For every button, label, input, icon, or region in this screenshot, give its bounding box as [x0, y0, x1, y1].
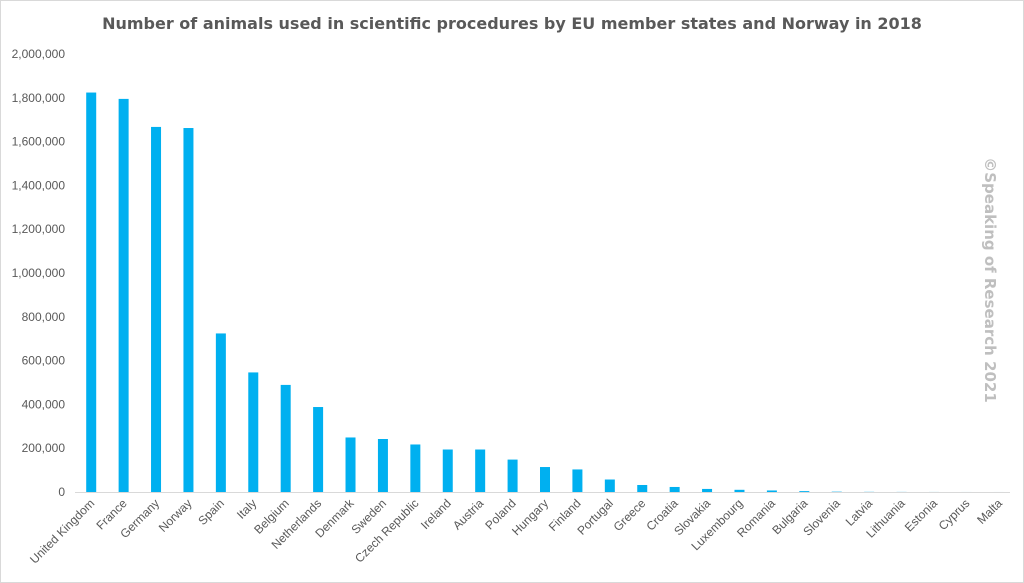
bar	[572, 469, 583, 492]
y-tick-label: 800,000	[22, 310, 66, 324]
bar	[280, 384, 291, 492]
y-axis: 0 200,000 400,000 600,000 800,000 1,000,000 1,…	[12, 47, 66, 499]
bar	[669, 486, 680, 492]
bar	[702, 488, 713, 492]
x-tick-label: Malta	[974, 496, 1005, 527]
bar	[377, 439, 388, 492]
bar	[507, 459, 518, 492]
bar	[540, 467, 550, 492]
y-tick-label: 1,400,000	[12, 178, 66, 192]
x-tick-label: Spain	[195, 496, 227, 528]
y-tick-label: 1,000,000	[12, 266, 66, 280]
bar	[442, 449, 453, 492]
bar	[215, 333, 226, 492]
y-tick-label: 2,000,000	[12, 47, 66, 61]
x-tick-label: Italy	[234, 496, 259, 521]
y-tick-label: 200,000	[22, 441, 66, 455]
x-tick-label: Hungary	[509, 496, 551, 538]
y-tick-label: 1,800,000	[12, 91, 66, 105]
y-tick-label: 1,200,000	[12, 222, 66, 236]
x-tick-label: Slovenia	[800, 496, 843, 539]
bar	[151, 126, 162, 492]
x-tick-label: Austria	[450, 496, 487, 533]
bars	[86, 92, 1004, 493]
x-tick-label: Norway	[156, 496, 195, 535]
y-tick-label: 400,000	[22, 397, 66, 411]
x-tick-label: Portugal	[574, 496, 616, 538]
x-tick-label: United Kingdom	[27, 496, 97, 566]
bar	[248, 372, 259, 492]
bar	[345, 437, 356, 492]
chart-title: Number of animals used in scientific pro…	[102, 14, 922, 33]
bar	[86, 92, 97, 492]
bar	[410, 444, 421, 492]
bar	[766, 490, 777, 492]
y-tick-label: 600,000	[22, 354, 66, 368]
bar	[734, 489, 745, 492]
x-tick-label: Estonia	[902, 496, 940, 534]
bar	[475, 449, 486, 492]
x-tick-label: Greece	[611, 496, 649, 534]
bar	[637, 484, 648, 492]
y-tick-label: 1,600,000	[12, 135, 66, 149]
x-tick-label: Ireland	[418, 496, 454, 532]
bar	[604, 479, 615, 492]
bar	[183, 128, 194, 492]
y-tick-label: 0	[58, 485, 65, 499]
x-tick-label: Cyprus	[936, 496, 973, 533]
bar	[118, 98, 129, 493]
bar	[313, 407, 324, 492]
bar	[799, 491, 810, 492]
